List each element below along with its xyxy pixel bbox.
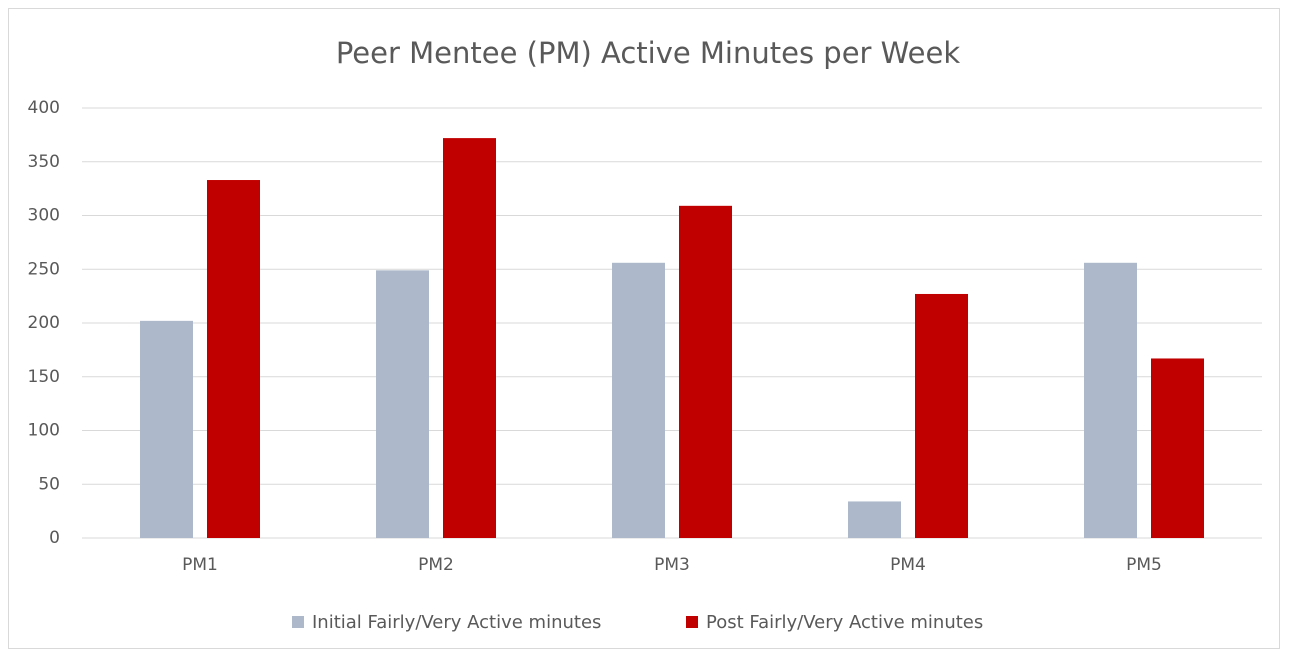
legend-label: Initial Fairly/Very Active minutes (312, 612, 601, 633)
legend-swatch (292, 616, 304, 628)
y-tick-label: 50 (38, 474, 60, 494)
x-tick-label: PM2 (418, 555, 454, 575)
y-tick-label: 400 (28, 98, 60, 118)
bar (848, 501, 901, 538)
legend-label: Post Fairly/Very Active minutes (706, 612, 983, 633)
bar (207, 180, 260, 538)
chart-title: Peer Mentee (PM) Active Minutes per Week (336, 36, 960, 70)
bar (376, 270, 429, 538)
y-tick-label: 100 (28, 421, 60, 441)
y-tick-label: 350 (28, 152, 60, 172)
bar (140, 320, 193, 538)
bar (1151, 358, 1204, 538)
y-tick-label: 0 (49, 528, 60, 548)
y-tick-label: 250 (28, 259, 60, 279)
x-tick-label: PM5 (1126, 555, 1162, 575)
bar (443, 138, 496, 538)
legend-swatch (686, 616, 698, 628)
y-tick-label: 300 (28, 206, 60, 226)
x-tick-label: PM4 (890, 555, 926, 575)
bar (1084, 262, 1137, 538)
bar (915, 293, 968, 538)
y-tick-label: 150 (28, 367, 60, 387)
x-tick-label: PM1 (182, 555, 218, 575)
bar (612, 262, 665, 538)
x-tick-label: PM3 (654, 555, 690, 575)
y-tick-label: 200 (28, 313, 60, 333)
bar (679, 205, 732, 538)
